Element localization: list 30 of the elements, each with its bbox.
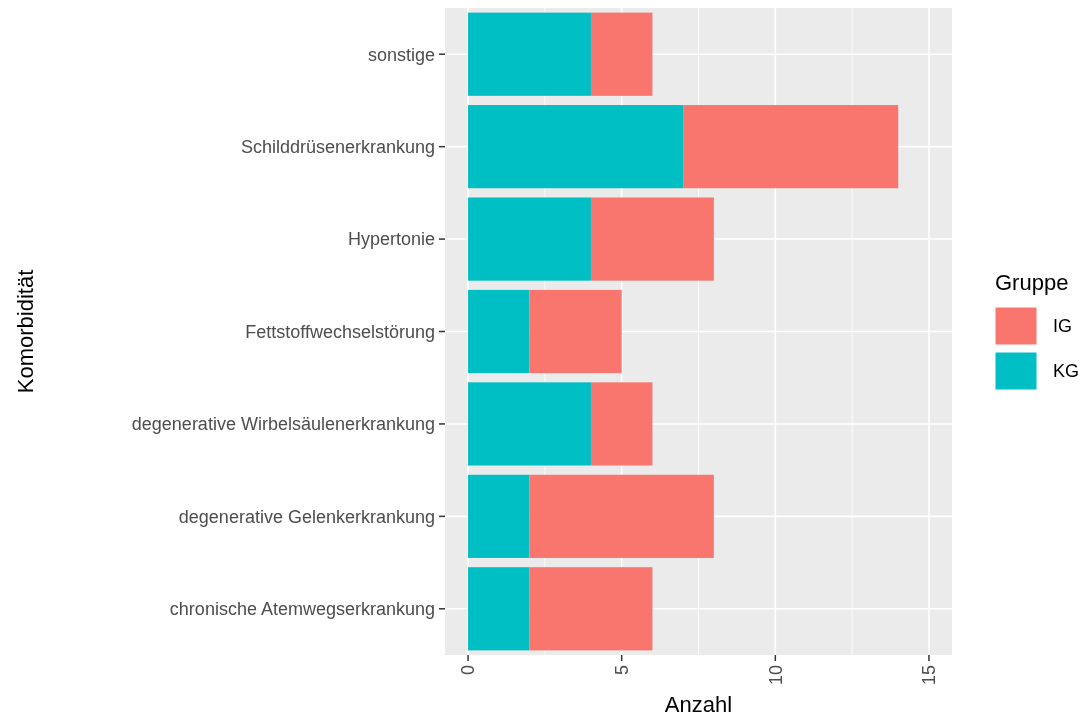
y-tick-label: chronische Atemwegserkrankung [169,599,435,620]
x-tick-label: 15 [919,665,940,686]
y-axis-title: Komorbidität [13,269,38,394]
bar [529,289,622,374]
bar [468,197,591,281]
x-tick-label: 10 [765,665,786,686]
legend-label: KG [1053,361,1080,382]
bar [683,105,899,189]
x-axis-title: Anzahl [664,692,733,717]
y-tick-label: Fettstoffwechselstörung [245,321,435,342]
bar [468,474,530,558]
bar [468,105,684,189]
y-tick-label: degenerative Gelenkerkrankung [178,506,435,527]
bar [468,567,530,651]
x-tick-label: 0 [458,665,479,676]
legend-title: Gruppe [995,270,1069,295]
x-tick-label: 5 [611,665,632,676]
y-tick-label: Schilddrüsenerkrankung [240,136,435,157]
y-tick-label: sonstige [367,44,435,65]
bar [468,289,530,374]
y-tick-label: Hypertonie [347,229,435,250]
bar [529,567,653,651]
bar [468,12,591,96]
bar [590,197,714,281]
bar [529,474,714,558]
bar [590,12,653,96]
y-tick-label: degenerative Wirbelsäulenerkrankung [131,414,435,435]
bar [590,382,653,466]
legend-label: IG [1053,316,1073,337]
bar [468,382,591,466]
